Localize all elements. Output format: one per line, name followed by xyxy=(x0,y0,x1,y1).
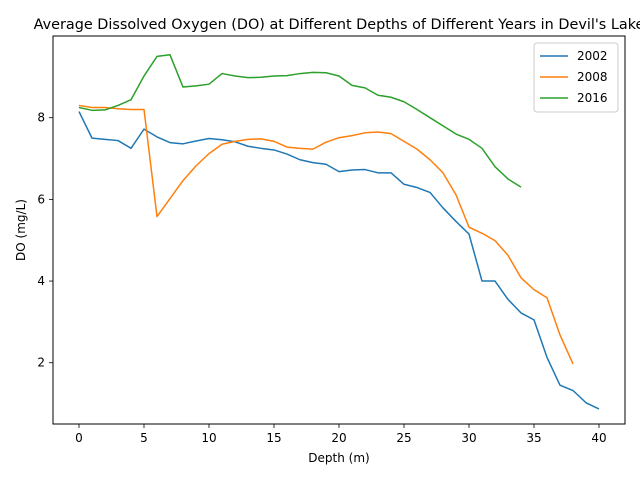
legend-label-2002: 2002 xyxy=(577,49,608,63)
x-tick-label: 15 xyxy=(266,431,281,445)
x-axis-label: Depth (m) xyxy=(308,451,369,465)
series-line-2002 xyxy=(78,111,600,410)
legend-label-2008: 2008 xyxy=(577,70,608,84)
legend-label-2016: 2016 xyxy=(577,91,608,105)
y-tick-label: 8 xyxy=(37,111,45,125)
y-tick-label: 6 xyxy=(37,192,45,206)
chart-title: Average Dissolved Oxygen (DO) at Differe… xyxy=(34,17,640,33)
y-tick-label: 2 xyxy=(37,356,45,370)
series-group xyxy=(78,54,600,410)
legend: 2002 2008 2016 xyxy=(533,42,619,113)
x-tick-label: 5 xyxy=(140,431,148,445)
x-tick-label: 30 xyxy=(461,431,476,445)
x-tick-label: 40 xyxy=(591,431,606,445)
x-tick-label: 20 xyxy=(331,431,346,445)
x-tick-label: 0 xyxy=(75,431,83,445)
x-tick-label: 10 xyxy=(201,431,216,445)
series-line-2016 xyxy=(78,54,522,188)
series-line-2008 xyxy=(78,104,574,365)
x-tick-label: 35 xyxy=(526,431,541,445)
y-axis: 2 4 6 8 xyxy=(37,111,53,370)
x-tick-label: 25 xyxy=(396,431,411,445)
legend-box xyxy=(533,42,619,113)
x-axis: 0 5 10 15 20 25 30 35 40 xyxy=(75,424,607,445)
y-tick-label: 4 xyxy=(37,274,45,288)
y-axis-label: DO (mg/L) xyxy=(14,199,28,261)
